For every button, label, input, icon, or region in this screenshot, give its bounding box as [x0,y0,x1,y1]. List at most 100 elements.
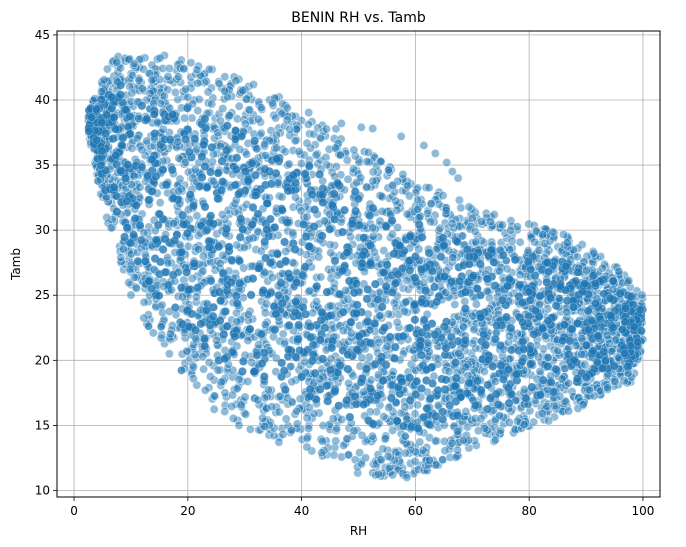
scatter-point [123,160,133,170]
scatter-point [304,108,314,118]
scatter-point [438,233,448,243]
scatter-point [283,186,293,196]
scatter-point [476,312,486,322]
scatter-point [565,336,575,346]
scatter-point [413,204,423,214]
scatter-point [99,75,109,85]
scatter-point [620,348,630,358]
scatter-point [604,338,615,349]
scatter-point [187,309,197,319]
x-tick-label: 20 [180,504,195,518]
scatter-point [389,249,399,259]
scatter-point [454,195,464,205]
scatter-point [383,451,393,462]
y-tick-label: 20 [35,353,50,367]
scatter-point [294,320,304,330]
scatter-point [393,269,403,279]
scatter-point [535,366,545,377]
scatter-point [213,365,223,375]
scatter-point [224,242,234,252]
scatter-point [387,425,398,435]
scatter-point [284,345,294,355]
scatter-point [129,272,139,282]
scatter-point [519,419,529,430]
scatter-point [199,334,209,344]
scatter-point [153,220,163,230]
scatter-point [111,124,121,134]
scatter-point [614,266,624,276]
scatter-point [510,255,520,265]
scatter-point [551,364,561,374]
scatter-point [199,140,209,150]
scatter-point [165,135,175,145]
scatter-point [375,216,385,226]
scatter-point [200,162,210,172]
scatter-point [207,99,217,109]
scatter-point [363,316,373,326]
scatter-point [244,234,255,244]
scatter-point [620,303,630,313]
scatter-point [461,406,471,417]
scatter-point [327,343,337,353]
scatter-point [423,338,433,348]
scatter-point [220,86,230,96]
scatter-point [558,229,569,239]
scatter-point [303,423,314,433]
scatter-point [425,393,435,403]
scatter-point [382,260,392,270]
scatter-point [222,321,232,331]
scatter-point [317,190,327,200]
scatter-point [387,229,397,239]
scatter-point [174,186,184,196]
scatter-point [330,214,340,224]
scatter-point [503,365,513,375]
scatter-point [326,354,336,364]
scatter-point-outlier [396,131,406,141]
scatter-point [142,114,152,124]
scatter-point [237,366,247,376]
scatter-point [526,359,536,369]
scatter-point [424,183,434,193]
scatter-point [217,185,227,195]
scatter-point [277,358,287,368]
scatter-point [170,87,180,98]
scatter-point [236,400,246,410]
scatter-point [343,294,353,304]
scatter-point [610,376,620,386]
scatter-point [377,302,387,312]
scatter-point [542,258,552,268]
scatter-point [256,329,266,339]
scatter-point [392,317,402,327]
scatter-point [121,105,131,115]
scatter-point [205,371,215,382]
scatter-point [343,350,353,360]
scatter-point [235,232,245,242]
scatter-point [209,404,219,414]
scatter-point [267,98,278,108]
scatter-point [602,383,613,393]
scatter-point [441,205,451,215]
scatter-point [306,322,316,332]
scatter-point [365,338,375,348]
scatter-point [348,371,358,381]
scatter-point [173,72,184,82]
scatter-point [475,259,485,269]
scatter-point [398,169,408,179]
scatter-point [200,114,210,124]
scatter-point [352,344,362,354]
scatter-point [424,420,434,430]
scatter-point [367,431,377,441]
x-axis-label: RH [350,524,367,538]
scatter-point [383,309,393,319]
scatter-point [374,311,385,321]
scatter-point [240,392,250,402]
scatter-point [413,195,423,205]
scatter-point [563,406,574,416]
scatter-point [433,385,443,395]
scatter-point [303,119,313,130]
scatter-point [321,124,332,134]
scatter-point [572,374,582,384]
scatter-point [192,211,202,221]
scatter-point [405,265,415,275]
scatter-point [243,376,253,387]
